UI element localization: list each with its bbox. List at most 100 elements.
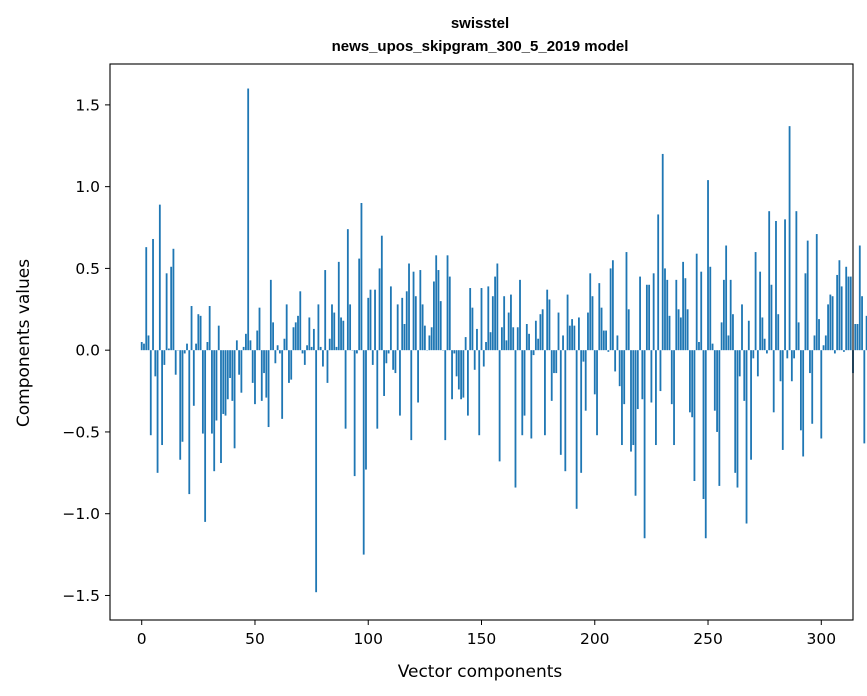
bar — [820, 350, 823, 439]
bar — [684, 278, 687, 351]
bar — [190, 306, 193, 351]
x-tick-label: 300 — [806, 630, 836, 648]
bar — [548, 299, 551, 351]
bar — [186, 343, 188, 351]
bar — [741, 304, 743, 351]
bar — [784, 219, 786, 351]
bar — [514, 350, 517, 488]
bar — [503, 296, 506, 351]
bar — [337, 261, 340, 351]
bar — [621, 350, 623, 446]
bar — [235, 340, 238, 351]
bar — [294, 322, 297, 351]
bar — [668, 315, 671, 351]
bar — [170, 266, 173, 351]
bar — [702, 350, 705, 499]
bar — [358, 258, 361, 351]
bar — [716, 350, 718, 432]
bar — [482, 350, 485, 367]
y-tick-label: 0.5 — [75, 260, 100, 278]
bar — [224, 350, 227, 416]
bar — [614, 350, 617, 372]
bar — [161, 350, 163, 446]
bar — [713, 350, 716, 411]
bar — [471, 307, 474, 351]
bar — [829, 294, 832, 351]
bar — [843, 350, 845, 352]
bar — [145, 247, 148, 351]
bar — [215, 350, 218, 421]
y-axis-label: Components values — [14, 259, 34, 427]
bar — [849, 276, 852, 351]
x-tick-label: 50 — [245, 630, 265, 648]
bar — [661, 153, 664, 351]
bar — [297, 315, 299, 351]
bar — [609, 268, 612, 351]
bar — [818, 319, 820, 351]
bar — [165, 273, 168, 351]
bar — [324, 270, 327, 351]
bar — [417, 350, 419, 403]
bar — [616, 335, 619, 351]
bar — [600, 307, 603, 351]
bar — [775, 220, 777, 351]
bar — [290, 350, 293, 380]
bar — [211, 350, 213, 434]
bar — [500, 327, 503, 351]
bar — [650, 350, 653, 403]
bar — [301, 350, 304, 354]
y-tick-label: 1.0 — [75, 178, 100, 196]
bar — [335, 346, 338, 351]
bar — [389, 286, 392, 351]
bar — [725, 245, 728, 351]
bar — [525, 324, 528, 351]
bar — [174, 350, 177, 375]
bar — [763, 338, 766, 351]
bar — [489, 332, 492, 351]
bar — [652, 273, 655, 351]
bar — [657, 214, 660, 351]
bar — [356, 350, 358, 354]
bar — [528, 333, 530, 351]
bar — [530, 350, 533, 439]
bar — [754, 252, 757, 351]
bar — [804, 273, 807, 351]
x-tick-label: 100 — [353, 630, 383, 648]
bar — [365, 350, 367, 470]
bar — [861, 296, 863, 351]
bar — [435, 255, 438, 351]
bar — [401, 297, 404, 351]
bar — [299, 291, 302, 351]
bar — [557, 312, 560, 351]
bar — [573, 325, 576, 351]
bar — [766, 350, 768, 354]
bar — [265, 350, 268, 398]
bar — [349, 304, 352, 351]
bar — [322, 350, 324, 367]
bar — [566, 294, 569, 351]
bar — [276, 345, 279, 351]
bar — [258, 307, 261, 351]
bar — [587, 312, 589, 351]
bar — [575, 350, 578, 509]
bar — [797, 322, 800, 351]
bar — [682, 261, 685, 351]
bar — [260, 350, 263, 401]
bar — [618, 350, 621, 387]
bar — [206, 342, 209, 351]
bar — [414, 296, 417, 351]
bar — [247, 88, 250, 351]
bar — [641, 350, 644, 400]
bar — [267, 350, 270, 428]
bar — [199, 315, 202, 351]
bar — [213, 350, 216, 472]
bar — [824, 335, 827, 351]
bar — [469, 288, 472, 351]
bar — [233, 350, 236, 449]
bar — [634, 350, 637, 496]
bar — [451, 350, 453, 400]
bar — [822, 345, 825, 351]
bar — [534, 320, 537, 351]
y-tick-label: −1.5 — [62, 587, 100, 605]
bar — [172, 248, 175, 351]
